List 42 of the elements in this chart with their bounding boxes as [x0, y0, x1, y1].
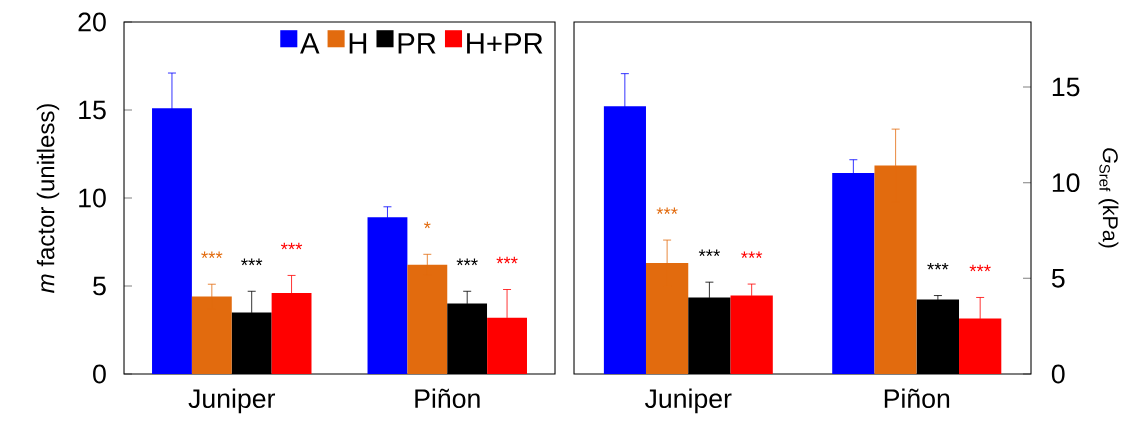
y-tick-label: 15	[79, 100, 106, 120]
data-label: ***	[241, 258, 263, 266]
legend-label: A	[300, 33, 320, 54]
data-label: ***	[201, 251, 223, 259]
y-tick-label: 10	[1052, 173, 1080, 193]
data-label: ***	[927, 262, 949, 270]
data-label: ***	[741, 251, 763, 258]
y-tick-label: 5	[1051, 269, 1065, 288]
y-tick-label: 20	[78, 12, 106, 32]
bar	[603, 106, 646, 374]
data-label: ***	[456, 258, 478, 266]
x-tick-label: Juniper	[188, 388, 276, 414]
data-label: ***	[969, 264, 991, 272]
y-tick-label: 15	[1052, 77, 1080, 97]
bar	[407, 264, 448, 374]
bar	[874, 165, 917, 374]
bar	[832, 173, 875, 374]
y-tick-label: 0	[93, 364, 106, 384]
y-tick-label: 10	[79, 188, 106, 208]
y-tick-label: 0	[1051, 364, 1065, 384]
y-tick-label: 5	[93, 276, 106, 296]
data-label: ***	[496, 256, 518, 264]
bar	[487, 317, 527, 374]
y-axis-title: m factor (unitless)	[36, 104, 60, 293]
data-label: ***	[656, 207, 678, 214]
legend-label: H	[349, 33, 367, 54]
bar	[152, 108, 192, 374]
x-tick-label: Juniper	[644, 388, 732, 414]
bar	[191, 296, 232, 374]
bar	[645, 263, 689, 374]
y-axis-title: G$_{Sref}$ (kPa)	[1098, 148, 1119, 248]
legend-label: PR	[398, 33, 436, 54]
bar	[367, 217, 408, 374]
data-label: ***	[280, 242, 303, 250]
legend-label: H+PR	[467, 33, 543, 54]
bar	[271, 293, 312, 374]
x-tick-label: Piñon	[884, 388, 950, 409]
bar	[730, 295, 773, 374]
x-tick-label: Piñon	[415, 388, 480, 409]
bar	[959, 318, 1002, 374]
data-label: *	[423, 221, 431, 229]
data-label: ***	[698, 249, 720, 257]
